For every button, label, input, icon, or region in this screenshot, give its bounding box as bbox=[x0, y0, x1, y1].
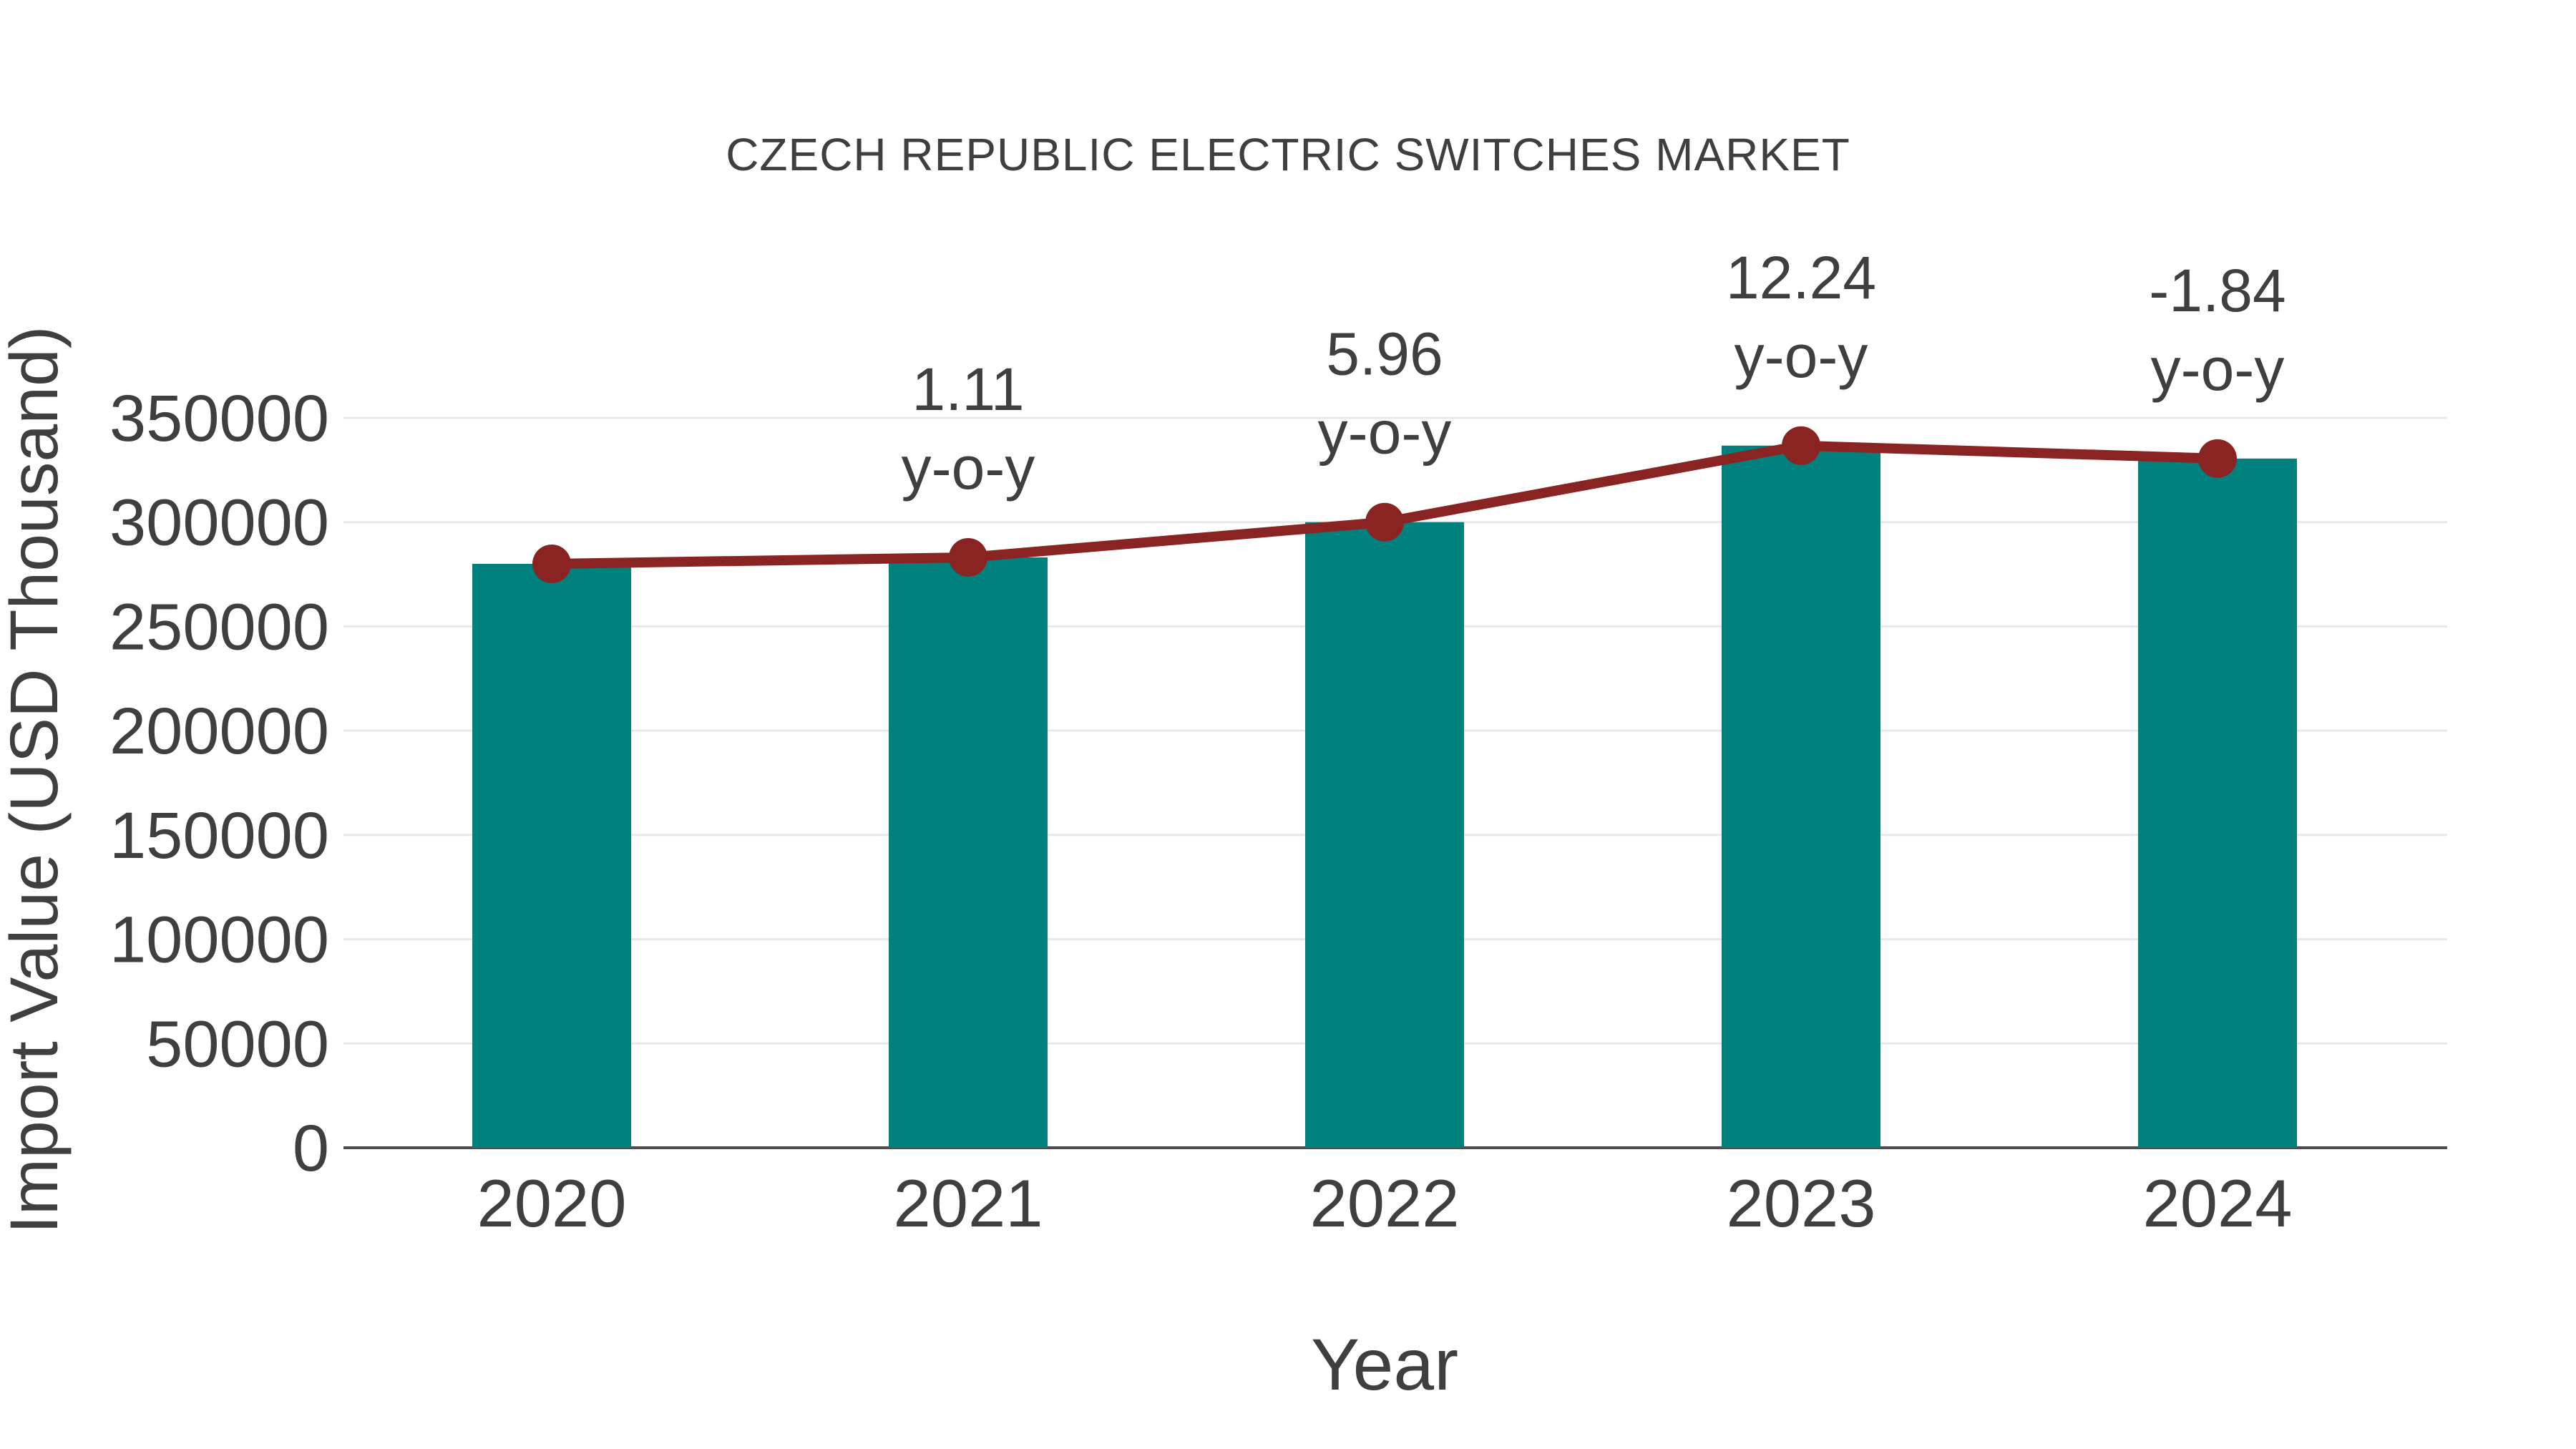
x-tick-label-2024: 2024 bbox=[2142, 1166, 2292, 1241]
bars-group bbox=[472, 445, 2297, 1148]
annotations-group: 1.11 y-o-y 5.96 y-o-y 12.24 y-o-y -1.84 y-o-y bbox=[902, 244, 2286, 502]
y-tick-label-0: 0 bbox=[293, 1112, 329, 1185]
annotation-suffix-2021: y-o-y bbox=[902, 434, 1035, 502]
annotation-suffix-2024: y-o-y bbox=[2151, 336, 2285, 403]
trend-marker-2023 bbox=[1782, 426, 1820, 465]
annotation-value-2023: 12.24 bbox=[1726, 244, 1876, 311]
trend-marker-2024 bbox=[2198, 439, 2237, 478]
bar-2021 bbox=[889, 557, 1048, 1148]
bar-2023 bbox=[1722, 445, 1880, 1148]
trend-marker-2021 bbox=[949, 537, 987, 577]
trend-marker-2020 bbox=[532, 545, 571, 583]
annotation-value-2021: 1.11 bbox=[912, 356, 1024, 423]
x-tick-label-2023: 2023 bbox=[1726, 1166, 1875, 1241]
bar-2020 bbox=[472, 564, 631, 1148]
y-tick-label-350000: 350000 bbox=[109, 382, 329, 455]
trend-marker-2022 bbox=[1365, 502, 1404, 542]
tick-labels-group: 0 50000 100000 150000 200000 250000 300000 3500… bbox=[109, 382, 2293, 1241]
x-tick-label-2021: 2021 bbox=[893, 1166, 1043, 1241]
y-tick-label-50000: 50000 bbox=[146, 1008, 329, 1080]
y-axis-title: Import Value (USD Thousand) bbox=[0, 326, 72, 1234]
annotation-suffix-2022: y-o-y bbox=[1318, 399, 1452, 467]
trend-line-group bbox=[532, 426, 2237, 583]
annotation-suffix-2023: y-o-y bbox=[1735, 323, 1868, 390]
annotation-value-2022: 5.96 bbox=[1326, 321, 1443, 388]
y-tick-label-200000: 200000 bbox=[109, 695, 329, 768]
bar-2024 bbox=[2138, 458, 2297, 1148]
chart-title: CZECH REPUBLIC ELECTRIC SWITCHES MARKET bbox=[726, 129, 1850, 180]
x-tick-label-2020: 2020 bbox=[477, 1166, 626, 1241]
y-tick-label-300000: 300000 bbox=[109, 487, 329, 560]
bar-2022 bbox=[1305, 522, 1464, 1148]
x-axis-title: Year bbox=[1311, 1324, 1458, 1405]
x-tick-label-2022: 2022 bbox=[1309, 1166, 1459, 1241]
y-tick-label-100000: 100000 bbox=[109, 904, 329, 977]
annotation-value-2024: -1.84 bbox=[2149, 257, 2285, 324]
y-tick-label-250000: 250000 bbox=[109, 590, 329, 663]
y-tick-label-150000: 150000 bbox=[109, 799, 329, 872]
